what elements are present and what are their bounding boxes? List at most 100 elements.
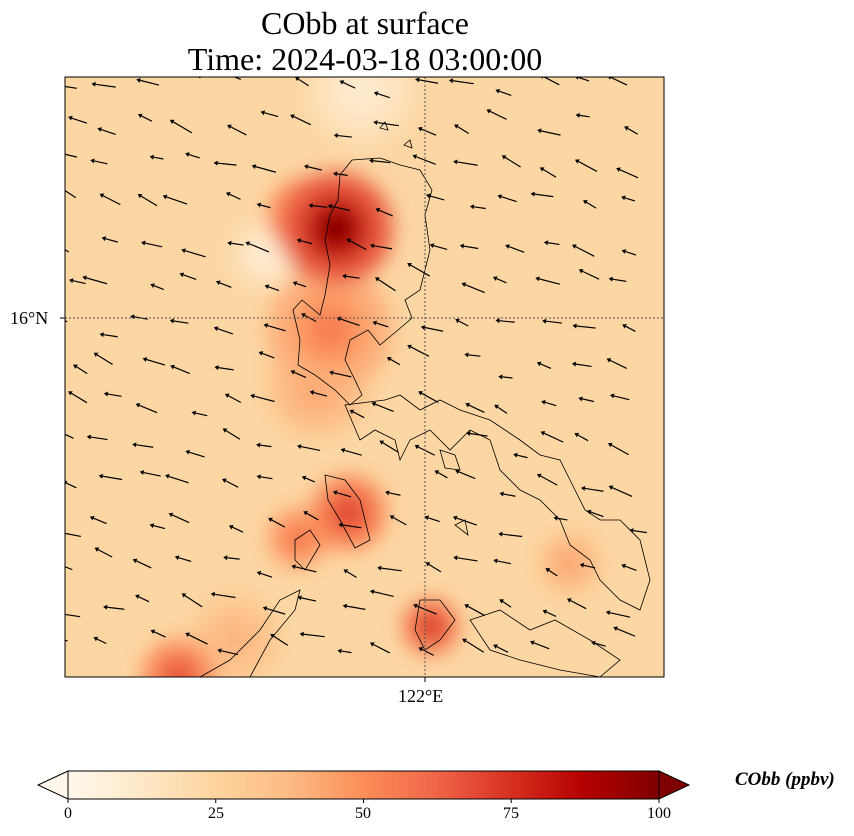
wind-arrow	[434, 470, 448, 479]
wind-arrow	[256, 474, 273, 480]
colorbar-segment	[471, 771, 478, 799]
wind-arrow	[425, 193, 445, 201]
wind-arrow	[530, 640, 550, 650]
wind-arrow	[553, 515, 568, 521]
wind-arrow	[418, 391, 439, 404]
colorbar-segment	[452, 771, 458, 799]
wind-arrow	[340, 447, 362, 456]
hotspot	[422, 617, 440, 635]
wind-arrow	[135, 594, 150, 603]
colorbar-segment	[545, 771, 552, 799]
wind-arrow	[369, 589, 394, 597]
colorbar	[36, 770, 691, 803]
wind-arrow	[142, 357, 166, 366]
wind-arrow	[268, 517, 286, 528]
colorbar-segment	[132, 771, 138, 799]
wind-arrow	[414, 444, 435, 456]
wind-arrow	[68, 391, 88, 404]
colorbar-segment	[304, 771, 310, 799]
wind-arrow	[262, 606, 286, 615]
wind-arrow	[575, 112, 590, 118]
wind-arrow	[137, 113, 153, 122]
wind-arrow	[609, 393, 630, 401]
colorbar-segment	[496, 771, 502, 799]
colorbar-segment	[314, 771, 320, 799]
wind-arrow	[624, 126, 639, 135]
wind-arrow	[578, 396, 595, 403]
wind-arrow	[469, 204, 486, 210]
colorbar-segment	[397, 771, 404, 799]
wind-arrow	[464, 604, 485, 617]
wind-arrow	[455, 469, 476, 480]
wind-arrow	[415, 77, 439, 84]
colorbar-segment	[210, 771, 217, 799]
wind-arrow	[607, 442, 629, 456]
colorbar-segment	[383, 771, 389, 799]
wind-arrow	[613, 626, 636, 637]
colorbar-segment	[146, 771, 153, 799]
wind-arrow	[498, 531, 523, 538]
colorbar-segment	[629, 771, 635, 799]
colorbar-segment	[117, 771, 123, 799]
colorbar-segment	[200, 771, 207, 799]
colorbar-segment	[176, 771, 182, 799]
colorbar-extend-min	[36, 770, 69, 800]
wind-arrow	[150, 629, 166, 638]
wind-arrow	[386, 357, 401, 366]
wind-arrow	[185, 632, 208, 645]
plot-title-line1: CObb at surface	[261, 5, 469, 41]
colorbar-segment	[274, 771, 281, 799]
wind-arrow	[169, 119, 193, 134]
wind-arrow	[424, 515, 440, 523]
colorbar-segment	[220, 771, 227, 799]
colorbar-tick-label: 0	[64, 805, 72, 822]
colorbar-tick-label: 75	[503, 805, 519, 822]
wind-arrow	[375, 277, 396, 292]
wind-arrow	[301, 475, 315, 483]
wind-arrow	[222, 428, 241, 440]
wind-arrow	[486, 109, 507, 120]
wind-arrow	[181, 593, 203, 608]
wind-arrow	[217, 648, 238, 656]
colorbar-segment	[343, 771, 350, 799]
wind-arrow	[389, 515, 407, 526]
colorbar-segment	[186, 771, 192, 799]
wind-arrow	[369, 243, 393, 250]
lon-tick-label: 122°E	[398, 686, 444, 706]
wind-arrow	[225, 192, 241, 200]
colorbar-segment	[540, 771, 547, 799]
colorbar-segment	[122, 771, 128, 799]
wind-arrow	[98, 473, 123, 481]
wind-arrow	[492, 276, 507, 284]
wind-arrow	[412, 154, 436, 165]
colorbar-segment	[506, 771, 512, 799]
wind-arrow	[185, 152, 200, 159]
wind-arrow	[621, 563, 637, 571]
colorbar-segment	[530, 771, 537, 799]
wind-arrow	[578, 269, 600, 280]
wind-arrow	[453, 555, 478, 562]
wind-arrow	[215, 280, 232, 289]
wind-arrow	[495, 318, 515, 324]
wind-arrow	[245, 241, 270, 253]
colorbar-segment	[235, 771, 241, 799]
colorbar-segment	[654, 771, 660, 799]
wind-arrow	[232, 77, 242, 81]
colorbar-segment	[521, 771, 527, 799]
wind-arrow	[68, 115, 88, 124]
wind-arrow	[608, 276, 627, 282]
wind-arrow	[343, 569, 357, 579]
colorbar-label: CObb (ppbv)	[735, 769, 835, 790]
colorbar-segment	[417, 771, 424, 799]
wind-arrow	[425, 562, 442, 573]
colorbar-segment	[412, 771, 419, 799]
wind-arrow	[583, 200, 597, 209]
wind-arrow	[574, 432, 589, 442]
wind-arrow	[297, 595, 317, 602]
colorbar-segment	[87, 771, 94, 799]
wind-arrow	[101, 236, 118, 243]
colorbar-segment	[260, 771, 266, 799]
colorbar-segment	[151, 771, 158, 799]
wind-arrow	[65, 433, 74, 439]
